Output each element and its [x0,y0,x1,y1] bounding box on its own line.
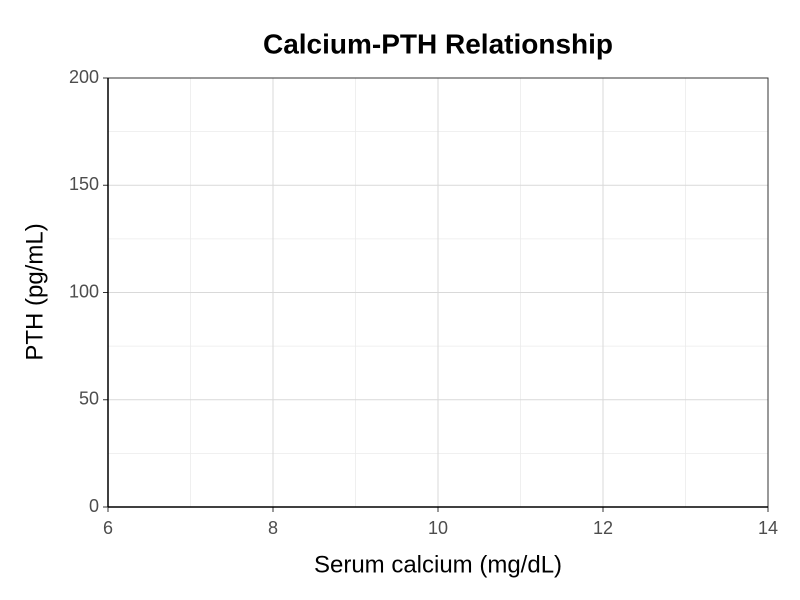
x-tick-label: 14 [758,518,778,538]
y-tick-label: 200 [69,67,99,87]
x-tick-label: 10 [428,518,448,538]
x-tick-label: 6 [103,518,113,538]
axes: 6 8 10 12 14 0 50 100 150 200 [69,67,778,538]
chart-title: Calcium-PTH Relationship [263,28,613,59]
x-tick-label: 12 [593,518,613,538]
x-axis-title: Serum calcium (mg/dL) [314,551,562,578]
x-tick-label: 8 [268,518,278,538]
y-tick-label: 0 [89,496,99,516]
y-tick-label: 150 [69,174,99,194]
y-tick-label: 100 [69,281,99,301]
y-tick-label: 50 [79,389,99,409]
y-axis-title: PTH (pg/mL) [21,223,48,360]
